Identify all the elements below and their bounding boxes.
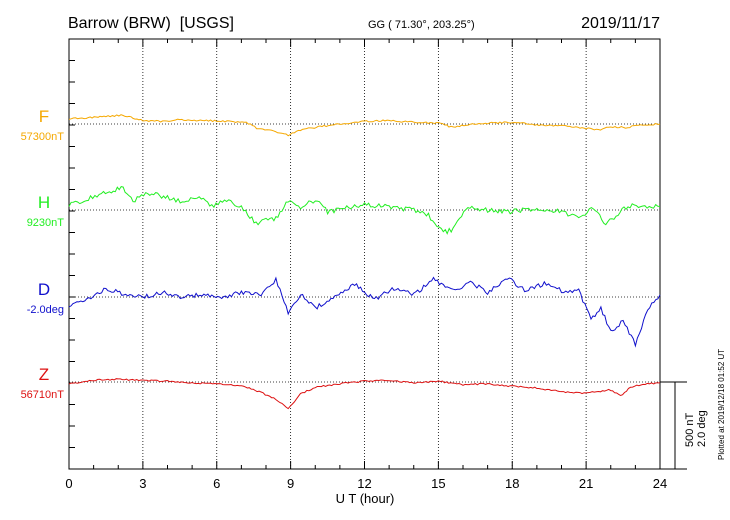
scale-label-deg: 2.0 deg [696, 410, 708, 447]
x-tick-label: 3 [139, 476, 146, 491]
x-tick-label: 9 [287, 476, 294, 491]
station-title: Barrow (BRW) [USGS] [68, 15, 234, 32]
x-tick-labels: 0 3 6 9 12 15 18 21 24 [65, 476, 667, 491]
series-baseline-h: 9230nT [27, 217, 65, 229]
coords-label: GG ( 71.30°, 203.25°) [368, 19, 475, 31]
x-tick-label: 21 [579, 476, 593, 491]
series-line-h [68, 186, 661, 235]
date-label: 2019/11/17 [581, 15, 660, 32]
scale-bar [660, 381, 687, 470]
plotted-note: Plotted at 2019/12/18 01:52 UT [717, 349, 726, 460]
axis-ticks [68, 39, 661, 469]
scale-label-nt: 500 nT [684, 412, 696, 447]
series-baseline-f: 57300nT [21, 131, 65, 143]
series-labels: F 57300nT H 9230nT D -2.0deg Z 56710nT [21, 107, 65, 401]
series-line-f [68, 114, 661, 137]
plot-frame [68, 38, 661, 470]
series-name-h: H [38, 193, 50, 212]
x-tick-label: 6 [213, 476, 220, 491]
x-tick-label: 24 [653, 476, 667, 491]
series-baseline-d: -2.0deg [27, 304, 64, 316]
series-line-d [68, 276, 661, 348]
x-tick-label: 15 [431, 476, 445, 491]
series-line-z [68, 378, 660, 410]
series-name-z: Z [39, 365, 49, 384]
series-baseline-z: 56710nT [21, 389, 65, 401]
series-layer [68, 114, 661, 410]
x-axis-label: U T (hour) [336, 491, 395, 506]
series-name-f: F [39, 107, 49, 126]
x-tick-label: 18 [505, 476, 519, 491]
x-tick-label: 12 [357, 476, 371, 491]
x-tick-label: 0 [65, 476, 72, 491]
series-name-d: D [38, 280, 50, 299]
grid-lines [142, 39, 587, 469]
